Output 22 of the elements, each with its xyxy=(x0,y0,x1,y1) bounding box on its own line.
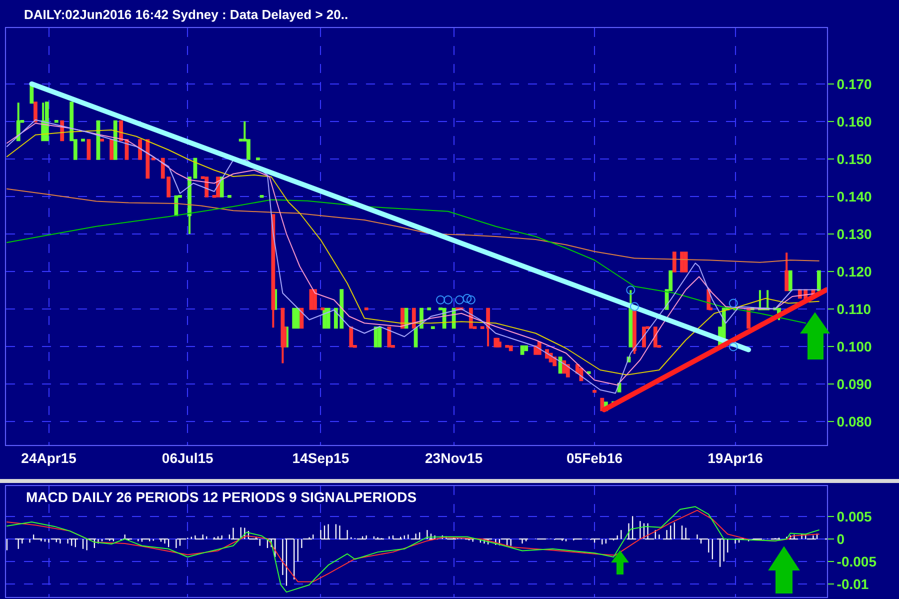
y-tick-label: 0.170 xyxy=(836,76,872,92)
y-tick-label: 0.120 xyxy=(836,263,872,280)
y-tick-label: 0.100 xyxy=(836,338,872,354)
y-tick-label: 0.140 xyxy=(836,188,872,204)
y-tick-label: 0.110 xyxy=(836,300,872,317)
x-tick-label: 19Apr16 xyxy=(708,450,764,466)
y-tick-label: 0.080 xyxy=(836,413,872,430)
x-tick-label: 06Jul15 xyxy=(162,450,214,466)
y-tick-label: 0.090 xyxy=(836,376,872,392)
y-tick-label: 0 xyxy=(836,530,845,547)
x-tick-label: 05Feb16 xyxy=(566,450,623,466)
y-tick-label: 0.150 xyxy=(836,150,872,167)
x-tick-label: 14Sep15 xyxy=(292,450,350,466)
y-tick-label: -0.01 xyxy=(836,576,869,592)
chart-title: MACD DAILY 26 PERIODS 12 PERIODS 9 SIGNALPERIODS xyxy=(26,489,417,505)
y-tick-label: 0.160 xyxy=(836,113,872,130)
x-tick-label: 23Nov15 xyxy=(425,450,483,466)
chart-title: DAILY:02Jun2016 16:42 Sydney : Data Delayed > 20.. xyxy=(24,7,348,22)
y-tick-label: -0.005 xyxy=(836,553,877,570)
y-tick-label: 0.005 xyxy=(836,508,872,524)
x-tick-label: 24Apr15 xyxy=(21,450,77,466)
y-tick-label: 0.130 xyxy=(836,226,872,242)
